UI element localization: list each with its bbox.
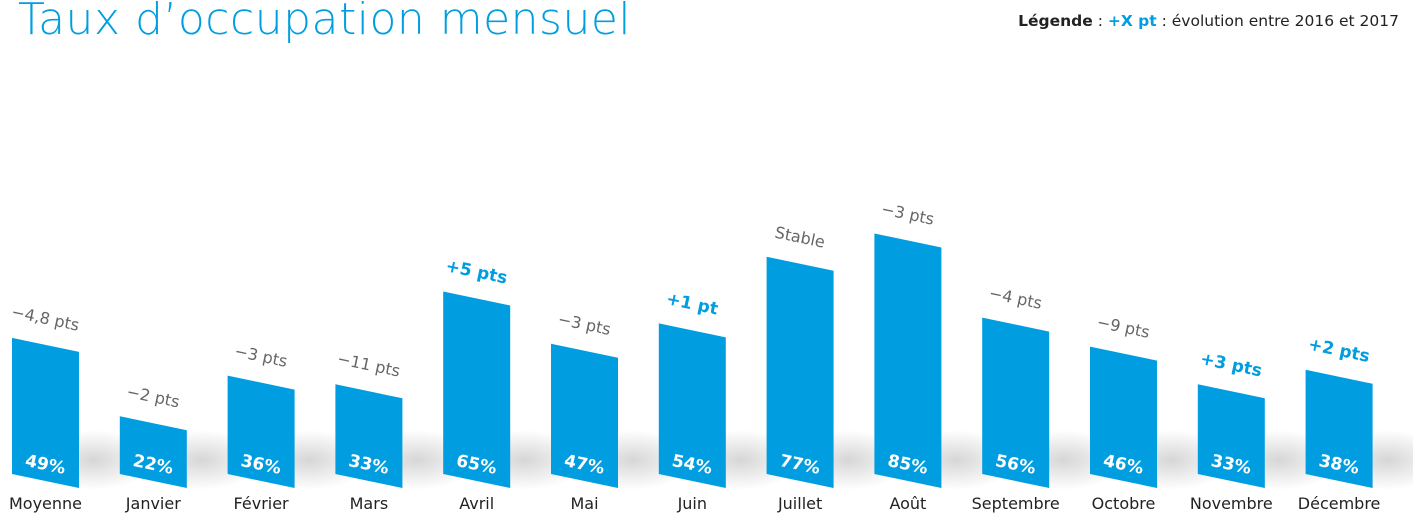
legend-separator: : bbox=[1092, 12, 1108, 30]
category-label: Août bbox=[889, 494, 926, 513]
bar-evolution-label: −3 pts bbox=[880, 199, 936, 229]
category-label: Janvier bbox=[125, 494, 181, 513]
bar-janvier bbox=[119, 416, 187, 488]
bar-evolution-label: +3 pts bbox=[1199, 349, 1264, 381]
bar-juillet bbox=[766, 256, 834, 488]
bar-octobre bbox=[1090, 346, 1157, 488]
bar-evolution-label: −2 pts bbox=[125, 382, 181, 412]
category-label: Juin bbox=[677, 494, 707, 513]
bar-evolution-label: +1 pt bbox=[664, 289, 719, 319]
legend-description: : évolution entre 2016 et 2017 bbox=[1156, 12, 1399, 30]
bar-décembre bbox=[1305, 369, 1373, 488]
category-label: Février bbox=[234, 494, 290, 513]
bar-evolution-label: Stable bbox=[773, 223, 827, 252]
bar-evolution-label: +5 pts bbox=[444, 256, 509, 288]
category-label: Mars bbox=[350, 494, 389, 513]
chart-title: Taux d’occupation mensuel bbox=[18, 0, 632, 45]
bar-moyenne bbox=[12, 337, 79, 488]
bar-evolution-label: −11 pts bbox=[336, 349, 402, 381]
category-label: Septembre bbox=[972, 494, 1060, 513]
legend-label: Légende bbox=[1018, 12, 1093, 30]
legend-key: +X pt bbox=[1107, 12, 1157, 30]
bar-mars bbox=[335, 384, 403, 488]
bar-septembre bbox=[982, 317, 1050, 488]
bar-evolution-label: −4,8 pts bbox=[10, 302, 81, 335]
category-label: Moyenne bbox=[9, 494, 82, 513]
bar-juin bbox=[658, 323, 726, 488]
bar-evolution-label: −3 pts bbox=[233, 341, 289, 371]
legend: Légende : +X pt : évolution entre 2016 e… bbox=[1018, 12, 1399, 30]
category-label: Octobre bbox=[1092, 494, 1156, 513]
bar-novembre bbox=[1197, 384, 1265, 488]
bar-avril bbox=[443, 291, 511, 488]
bar-août bbox=[874, 233, 942, 488]
category-label: Décembre bbox=[1298, 494, 1381, 513]
category-label: Novembre bbox=[1190, 494, 1273, 513]
bar-février bbox=[227, 375, 295, 488]
bar-mai bbox=[551, 343, 618, 488]
category-label: Avril bbox=[459, 494, 494, 513]
bar-evolution-label: −9 pts bbox=[1095, 312, 1151, 342]
category-label: Juillet bbox=[777, 494, 822, 513]
bar-evolution-label: −4 pts bbox=[988, 283, 1044, 313]
bar-evolution-label: −3 pts bbox=[556, 309, 612, 339]
bar-evolution-label: +2 pts bbox=[1306, 335, 1371, 367]
category-label: Mai bbox=[570, 494, 598, 513]
